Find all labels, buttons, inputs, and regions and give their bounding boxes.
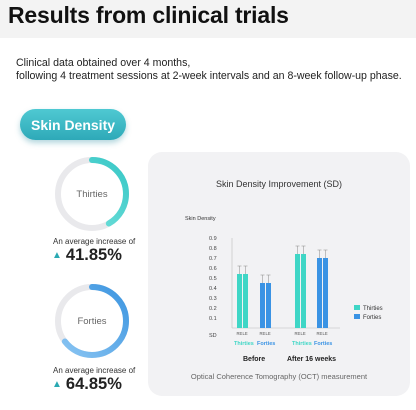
thirties-increase: ▲ 41.85% (52, 246, 172, 265)
thirties-ring: Thirties (53, 155, 131, 233)
description: Clinical data obtained over 4 months, fo… (16, 57, 412, 83)
thirties-ring-label: Thirties (76, 188, 108, 200)
thirties-increase-label: An average increase of (53, 237, 136, 246)
forties-ring-label: Forties (77, 315, 107, 327)
skin-density-badge: Skin Density (20, 109, 126, 140)
forties-increase-label: An average increase of (53, 366, 136, 375)
chart-title: Skin Density Improvement (SD) (215, 179, 343, 189)
chart-panel (148, 152, 410, 396)
forties-ring-graphic (55, 284, 129, 358)
arrow-up-icon: ▲ (52, 379, 62, 390)
forties-ring: Forties (53, 282, 131, 360)
chart-footnote: Optical Coherence Tomography (OCT) measu… (190, 372, 368, 381)
thirties-increase-value: 41.85% (65, 246, 122, 264)
description-line-1: Clinical data obtained over 4 months, (16, 57, 191, 69)
arrow-up-icon: ▲ (52, 250, 62, 261)
page-title: Results from clinical trials (8, 2, 289, 28)
forties-increase-value: 64.85% (65, 375, 122, 393)
description-line-2: following 4 treatment sessions at 2-week… (16, 70, 402, 82)
forties-increase: ▲ 64.85% (52, 375, 172, 394)
thirties-ring-graphic (55, 157, 129, 231)
header-bar: Results from clinical trials (0, 0, 416, 38)
